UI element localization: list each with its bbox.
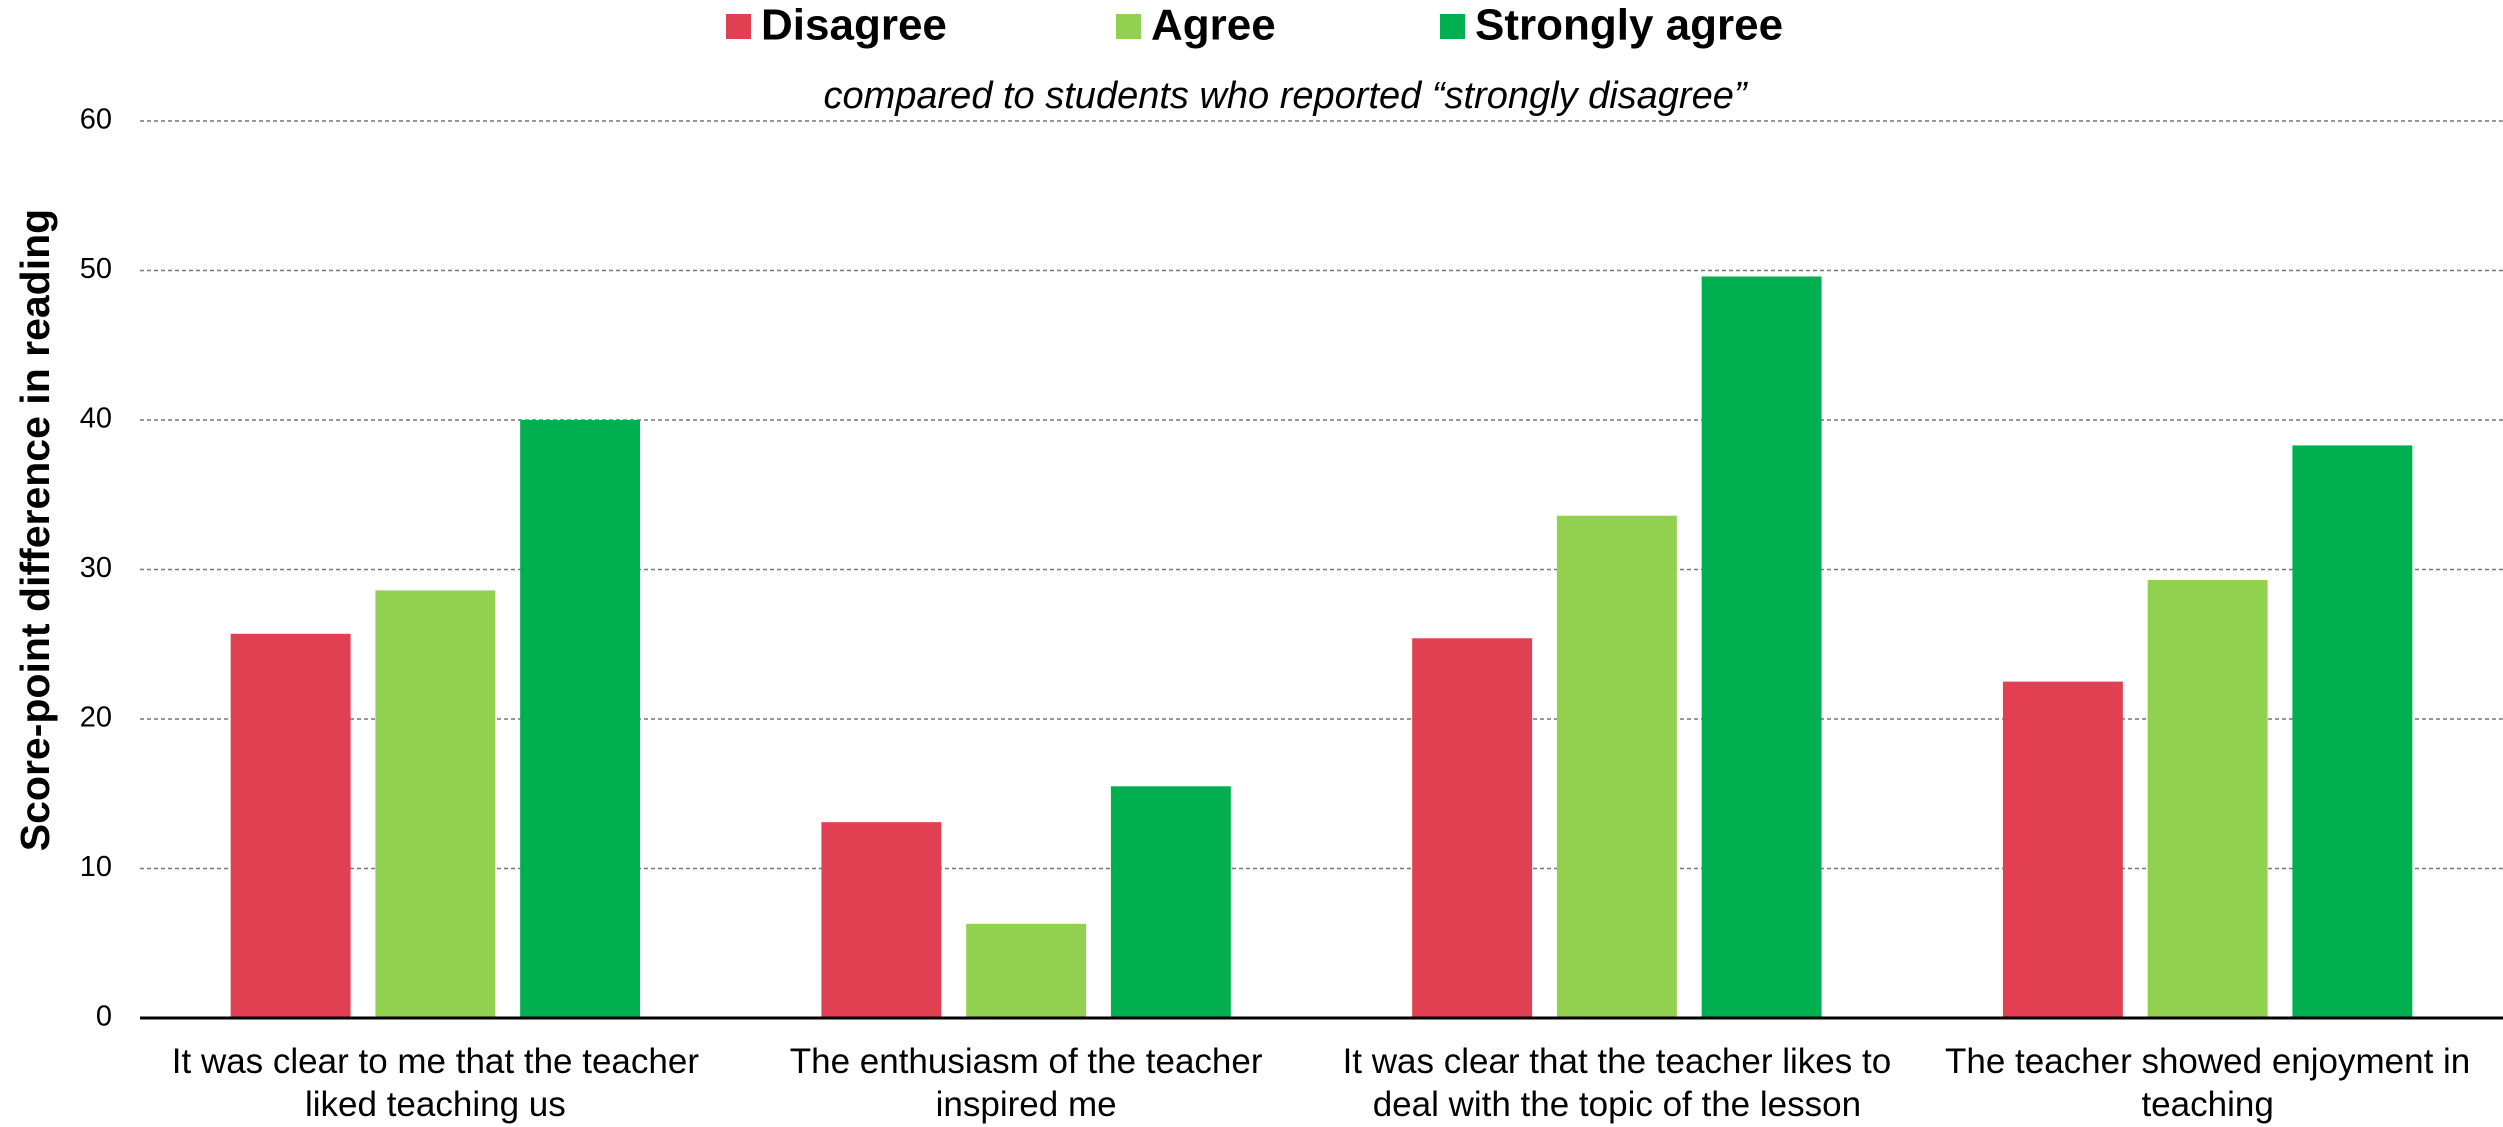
x-tick-label: It was clear that the teacher likes to d… xyxy=(1342,1042,1892,1124)
y-tick-label: 20 xyxy=(80,702,112,734)
bar xyxy=(1412,638,1533,1018)
legend-label: Agree xyxy=(1151,1,1276,50)
bar xyxy=(2292,445,2413,1018)
x-tick-label: It was clear to me that the teacher like… xyxy=(171,1042,699,1124)
bar xyxy=(1110,786,1231,1018)
chart-subtitle: compared to students who reported “stron… xyxy=(823,75,1748,117)
bar xyxy=(1701,276,1822,1019)
bar xyxy=(520,420,641,1018)
bar xyxy=(1556,515,1677,1018)
bar xyxy=(375,590,496,1018)
bar xyxy=(230,633,351,1018)
bar xyxy=(2147,579,2268,1018)
legend-label: Strongly agree xyxy=(1475,1,1783,50)
legend-swatch xyxy=(1440,14,1465,39)
y-axis-label: Score-point difference in reading xyxy=(12,209,58,851)
legend-swatch xyxy=(1116,14,1141,39)
y-tick-label: 40 xyxy=(80,403,112,435)
y-tick-label: 50 xyxy=(80,253,112,285)
legend-swatch xyxy=(726,14,751,39)
bar xyxy=(966,923,1087,1018)
bar xyxy=(2002,681,2123,1018)
y-tick-label: 60 xyxy=(80,104,112,136)
x-tick-label: The teacher showed enjoyment in teaching xyxy=(1944,1042,2471,1124)
y-tick-label: 0 xyxy=(96,1001,112,1033)
y-tick-label: 10 xyxy=(80,851,112,883)
legend-label: Disagree xyxy=(761,1,947,50)
x-tick-label: The enthusiasm of the teacher inspired m… xyxy=(789,1042,1263,1124)
bar xyxy=(821,822,942,1018)
y-tick-label: 30 xyxy=(80,552,112,584)
